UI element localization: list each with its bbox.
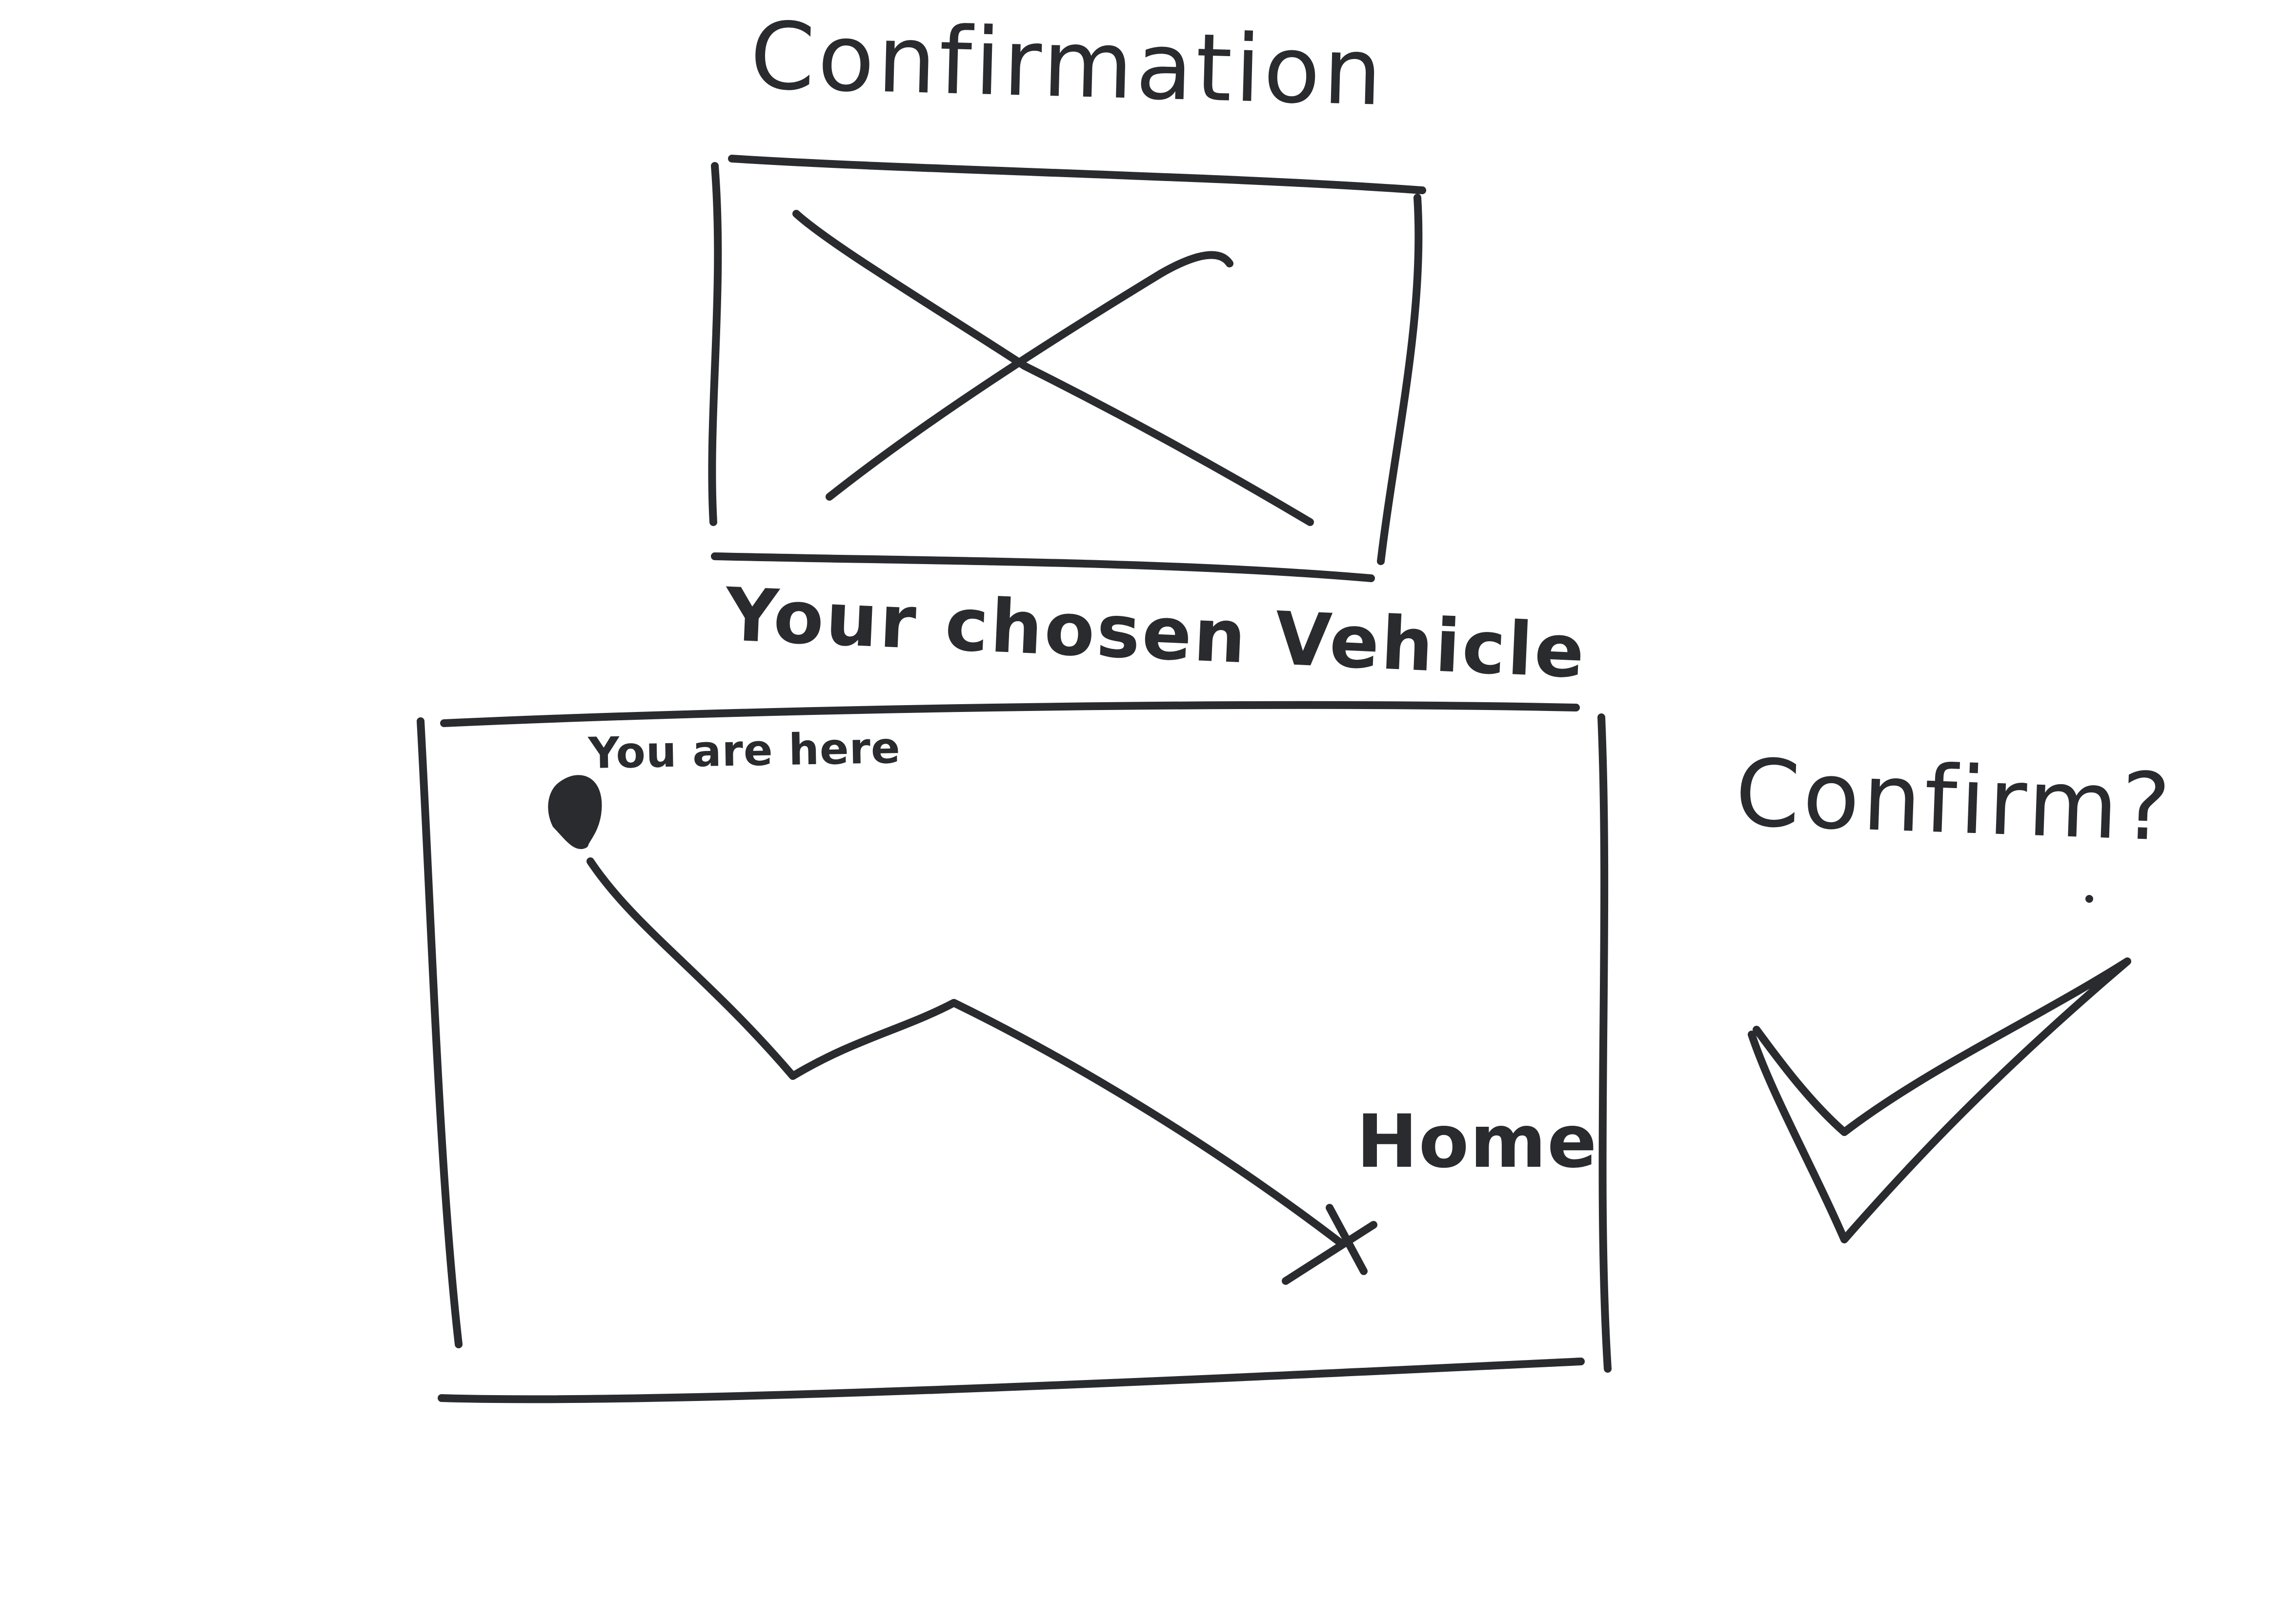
map-frame-top xyxy=(440,701,1580,727)
page-title: Confirmation xyxy=(748,2,1387,126)
confirm-button[interactable] xyxy=(1742,947,2161,1259)
route-map-frame xyxy=(417,701,1612,1403)
image-placeholder-icon-stroke-a xyxy=(792,210,1314,526)
location-dot-icon xyxy=(548,775,602,849)
confirm-prompt: Confirm? xyxy=(1733,739,2175,862)
map-frame-bottom xyxy=(438,1358,1585,1403)
location-dot-tail xyxy=(577,826,587,846)
map-frame-left xyxy=(417,717,463,1348)
route-line xyxy=(586,857,1343,1246)
destination-label: Home xyxy=(1356,1099,1598,1184)
current-location-label: You are here xyxy=(587,722,901,778)
image-frame-right xyxy=(1377,194,1423,565)
image-frame-bottom xyxy=(711,552,1375,582)
map-frame-right xyxy=(1597,713,1612,1373)
image-frame-left xyxy=(708,162,722,526)
vehicle-image-placeholder xyxy=(708,155,1426,582)
image-frame-top xyxy=(728,155,1426,194)
x-marker-icon xyxy=(1282,1204,1377,1285)
image-placeholder-icon-stroke-b xyxy=(826,251,1233,501)
ink-dot xyxy=(2085,895,2093,903)
checkmark-icon xyxy=(1748,957,2131,1243)
